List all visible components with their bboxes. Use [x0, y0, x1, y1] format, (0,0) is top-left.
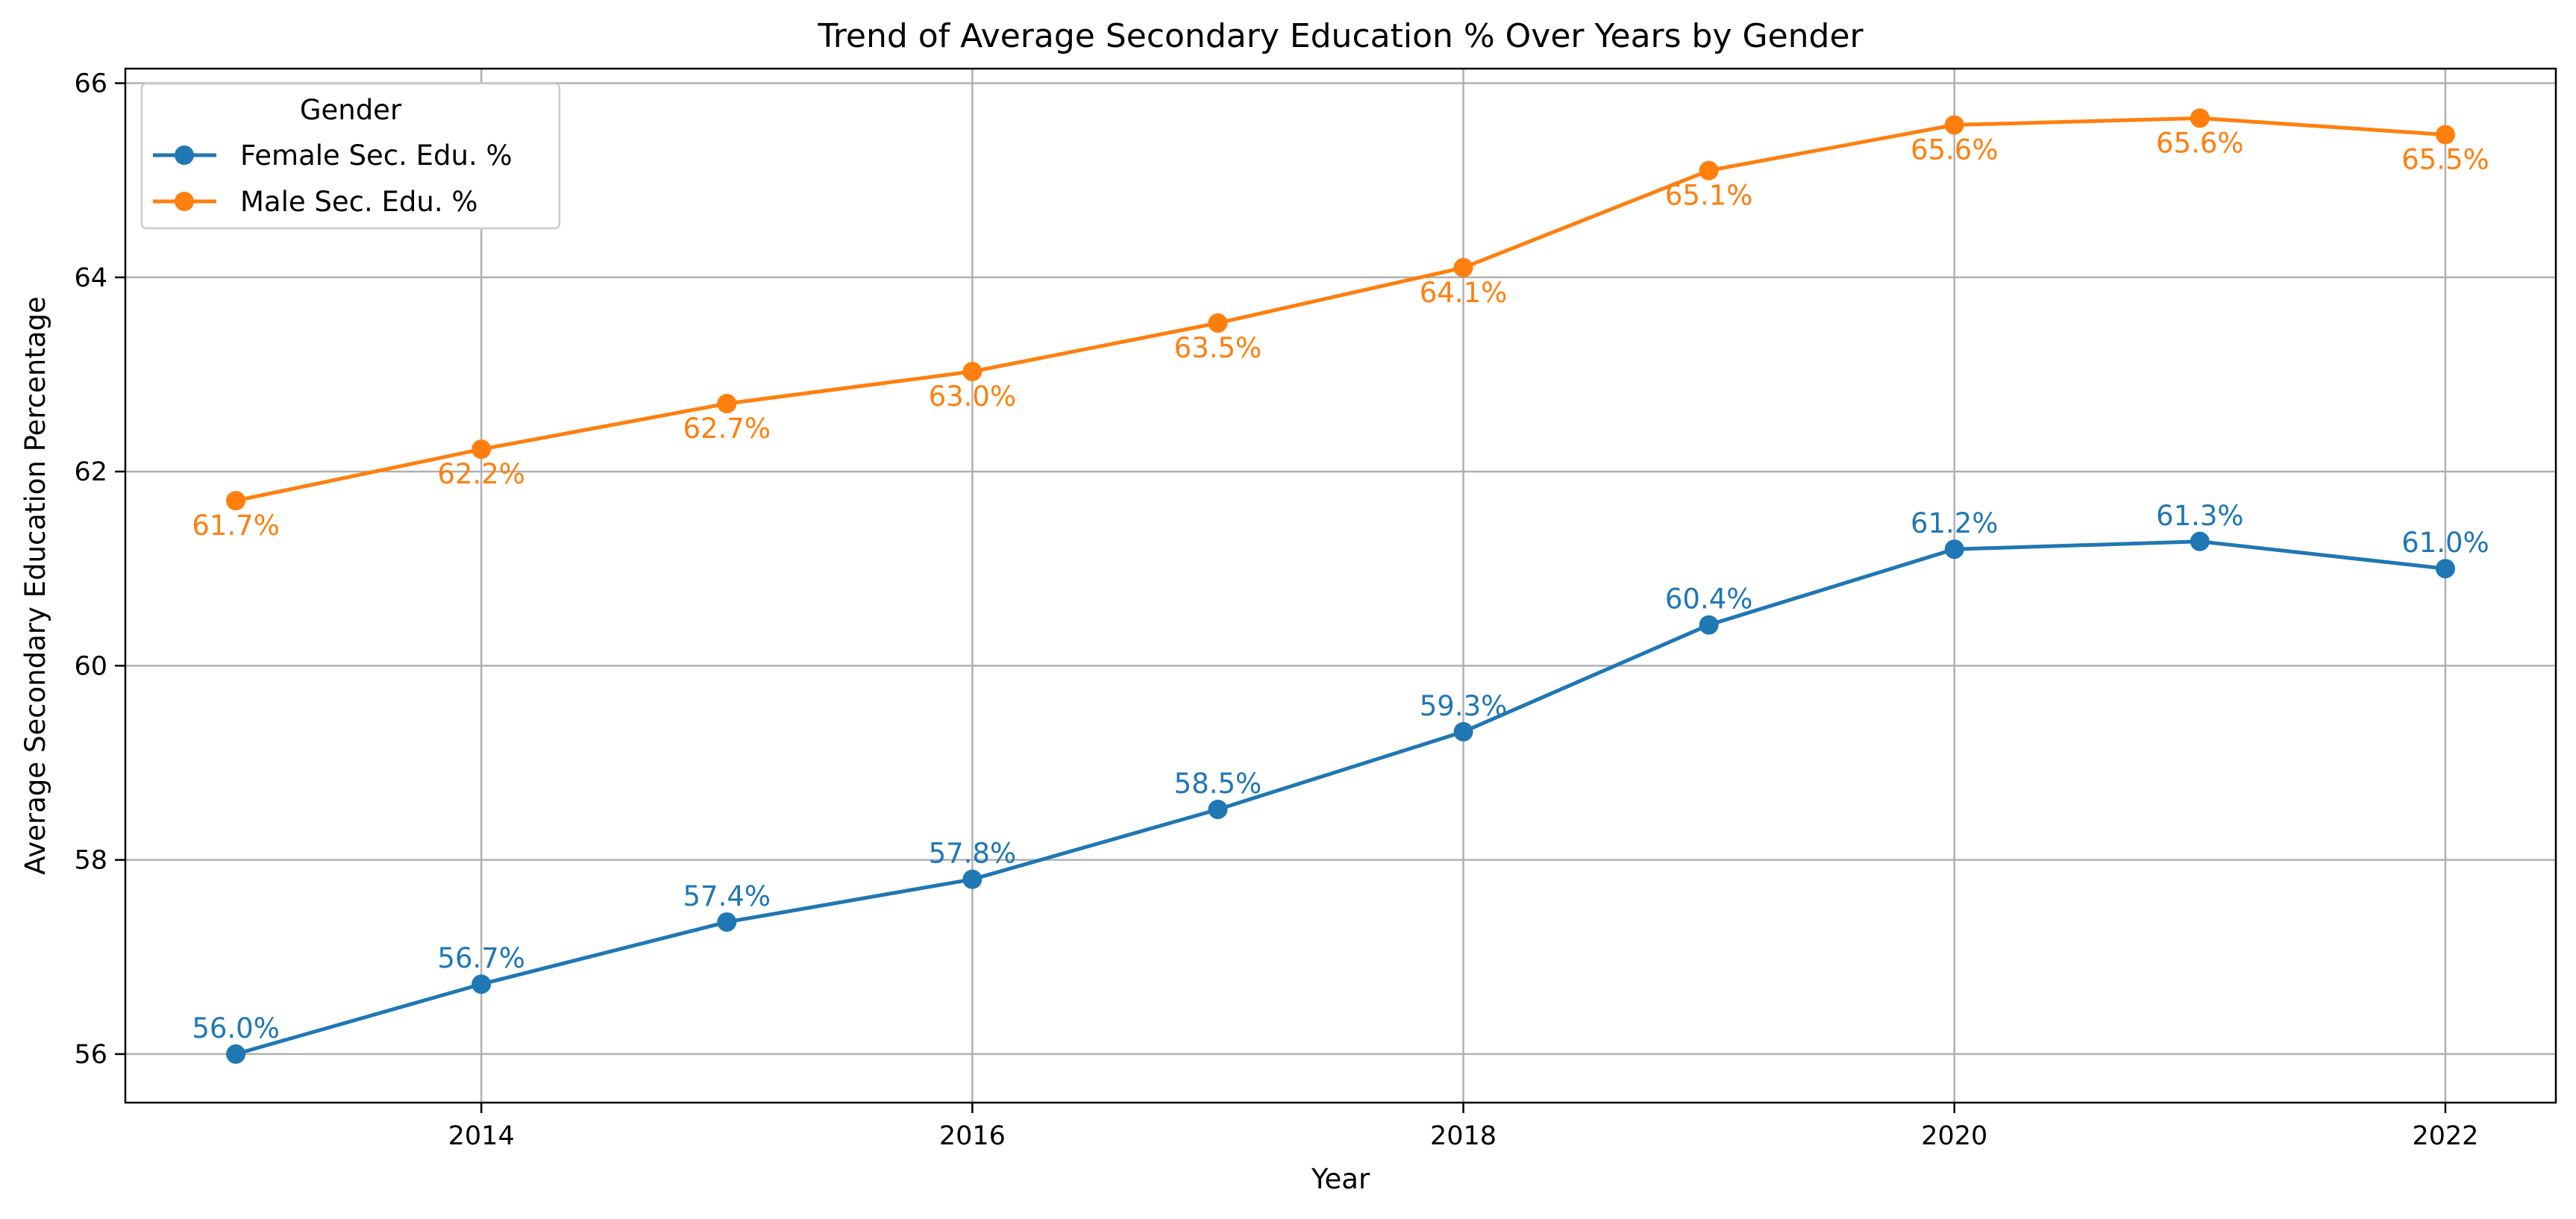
male-sec-edu-label-2022: 65.5%	[2401, 143, 2489, 175]
x-axis-label: Year	[1311, 1163, 1370, 1195]
y-tick-label-66: 66	[74, 69, 107, 99]
female-sec-edu-line	[235, 539, 2446, 1056]
female-sec-edu-legend-marker	[175, 145, 194, 165]
series-layer	[226, 108, 2455, 1064]
y-axis-label: Average Secondary Education Percentage	[19, 296, 51, 875]
female-sec-edu-point-2013	[226, 1044, 246, 1064]
chart-title: Trend of Average Secondary Education % O…	[817, 17, 1864, 55]
legend: Gender Female Sec. Edu. % Male Sec. Edu. …	[140, 82, 561, 230]
female-sec-edu-label-2016: 57.8%	[929, 838, 1017, 870]
male-sec-edu-point-2021	[2190, 108, 2210, 128]
female-sec-edu-point-2014	[471, 974, 492, 994]
male-sec-edu-label-2016: 63.0%	[929, 380, 1017, 413]
x-tick-label-2022: 2022	[2412, 1121, 2478, 1151]
male-sec-edu-point-2022	[2435, 125, 2455, 145]
y-tick-label-56: 56	[74, 1040, 107, 1070]
data-labels: 56.0% 56.7% 57.4% 57.8% 58.5% 59.3% 60.4% 61.2%…	[192, 127, 2489, 1044]
male-sec-edu-legend-marker	[175, 192, 194, 211]
female-sec-edu-legend-label: Female Sec. Edu. %	[240, 140, 513, 172]
male-sec-edu-point-2018	[1453, 257, 1473, 278]
female-sec-edu-label-2020: 61.2%	[1911, 507, 1999, 539]
male-sec-edu-label-2020: 65.6%	[1911, 134, 1999, 166]
female-sec-edu-point-2019	[1699, 615, 1719, 635]
legend-title: Gender	[300, 94, 402, 126]
male-sec-edu-point-2020	[1944, 115, 1964, 135]
female-sec-edu-point-2018	[1453, 721, 1473, 742]
female-sec-edu-label-2015: 57.4%	[683, 880, 771, 912]
female-sec-edu-label-2018: 59.3%	[1420, 690, 1508, 722]
female-sec-edu-point-2017	[1208, 799, 1228, 819]
female-sec-edu-label-2019: 60.4%	[1665, 583, 1753, 615]
female-sec-edu-label-2022: 61.0%	[2401, 527, 2489, 559]
male-sec-edu-label-2013: 61.7%	[192, 510, 280, 542]
female-sec-edu-point-2015	[717, 912, 737, 932]
female-sec-edu-point-2016	[962, 869, 983, 889]
male-sec-edu-point-2013	[226, 491, 246, 511]
female-sec-edu-point-2020	[1944, 539, 1964, 560]
tick-labels: 2014 2016 2018 2020 2022 56 58 60 62 64 66	[74, 69, 2478, 1151]
female-sec-edu-label-2014: 56.7%	[437, 942, 525, 974]
legend-box	[140, 82, 561, 230]
male-sec-edu-point-2016	[962, 362, 983, 382]
male-sec-edu-line	[235, 116, 2446, 503]
y-tick-label-60: 60	[74, 651, 107, 681]
plot-frame	[124, 67, 2557, 1104]
female-sec-edu-label-2021: 61.3%	[2156, 500, 2244, 532]
male-sec-edu-legend-label: Male Sec. Edu. %	[240, 186, 478, 218]
male-sec-edu-label-2019: 65.1%	[1665, 180, 1753, 212]
male-sec-edu-label-2021: 65.6%	[2156, 127, 2244, 159]
male-sec-edu-point-2017	[1208, 313, 1228, 333]
legend-entries: Female Sec. Edu. % Male Sec. Edu. %	[153, 140, 513, 218]
male-sec-edu-point-2019	[1699, 160, 1719, 181]
male-sec-edu-point-2015	[717, 393, 737, 413]
y-tick-label-58: 58	[74, 846, 107, 876]
y-tick-label-62: 62	[74, 457, 107, 487]
female-sec-edu-label-2017: 58.5%	[1174, 768, 1262, 800]
male-sec-edu-point-2014	[471, 439, 492, 460]
male-sec-edu-label-2018: 64.1%	[1420, 277, 1508, 309]
female-sec-edu-point-2021	[2190, 531, 2210, 551]
x-tick-label-2020: 2020	[1921, 1121, 1987, 1151]
x-tick-label-2014: 2014	[448, 1121, 515, 1151]
female-sec-edu-point-2022	[2435, 559, 2455, 579]
male-sec-edu-label-2014: 62.2%	[437, 458, 525, 490]
x-tick-label-2018: 2018	[1430, 1121, 1497, 1151]
male-sec-edu-label-2015: 62.7%	[683, 413, 771, 445]
x-tick-label-2016: 2016	[939, 1121, 1006, 1151]
female-sec-edu-label-2013: 56.0%	[192, 1012, 280, 1044]
male-sec-edu-label-2017: 63.5%	[1174, 332, 1262, 364]
y-tick-label-64: 64	[74, 263, 107, 293]
